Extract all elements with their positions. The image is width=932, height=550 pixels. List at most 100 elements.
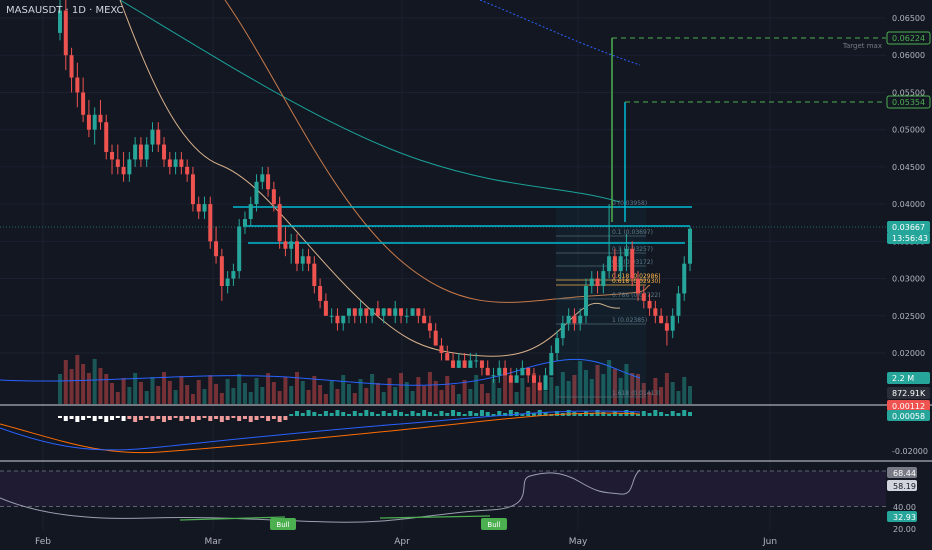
macd-tick-label: -0.02000 (892, 447, 928, 456)
candle-body (179, 159, 184, 167)
fib-level-label: 0.786 (0.02722) (612, 292, 661, 299)
candle-body (682, 263, 687, 294)
rsi-band (0, 471, 886, 507)
candle-body (75, 77, 80, 93)
price-axis[interactable]: 0.06500 0.06000 0.05500 0.05000 0.04500 0.040… (886, 14, 931, 534)
candle-body (208, 204, 213, 242)
volume-bar (531, 373, 536, 404)
candle-body (81, 92, 86, 115)
volume-bar (156, 386, 161, 404)
volume-bar (225, 379, 230, 404)
volume-bar (618, 378, 623, 404)
bull-label-bg (481, 518, 507, 530)
macd-histogram-bar (520, 414, 525, 416)
volume-bar (624, 364, 629, 404)
candle-body (214, 241, 219, 257)
candle-body (647, 300, 652, 309)
macd-pane (0, 404, 932, 462)
bull-label: Bull (487, 521, 500, 529)
price-tick-label: 0.06500 (892, 14, 925, 23)
price-tag: 0.03667 (892, 223, 925, 232)
macd-histogram-bar (254, 416, 259, 420)
macd-histogram-bar (185, 416, 190, 419)
candle-body (127, 159, 132, 175)
rsi-tag-bg (887, 480, 917, 491)
volume-bar (323, 394, 328, 404)
fib-level-label: 0.1 (0.03697) (612, 229, 653, 236)
time-axis[interactable]: Feb Mar Apr May Jun (35, 537, 777, 547)
rsi-tag-bg (887, 467, 917, 478)
price-tag: 872.91K (892, 389, 926, 398)
macd-histogram-bar (196, 416, 201, 420)
volume-bar (196, 380, 201, 404)
price-tick-label: 0.04000 (892, 200, 925, 209)
macd-histogram-bar (294, 411, 299, 416)
macd-histogram-bar (242, 416, 247, 419)
macd-histogram-bar (531, 413, 536, 416)
macd-signal-line (0, 412, 641, 454)
macd-histogram-bar (399, 412, 404, 416)
macd-histogram-bar (659, 412, 664, 416)
rsi-tag-bg (887, 511, 917, 522)
volume-bar (190, 394, 195, 404)
candle-body (196, 204, 201, 212)
volume-bar (92, 359, 97, 404)
volume-bar (127, 387, 132, 404)
candle-body (266, 174, 271, 190)
macd-histogram-bar (92, 416, 97, 421)
volume-bar (636, 374, 640, 404)
candle-body (445, 353, 450, 361)
volume-bar (393, 387, 398, 404)
macd-histogram-bar (566, 410, 571, 416)
fib-retracement[interactable]: 0 (0.03958)0.1 (0.03697)0.3 (0.03257)0.5… (233, 200, 692, 398)
macd-histogram-bar (138, 416, 143, 420)
candle-body (329, 315, 334, 317)
volume-bar (318, 385, 323, 404)
fib-level-label: 1.618 (0.01413) (612, 390, 661, 397)
volume-bar (347, 384, 351, 404)
volume-bar (520, 378, 525, 404)
macd-tag-bg (887, 410, 930, 421)
volume-bar (58, 374, 62, 404)
candle-body (427, 323, 432, 331)
rsi-pane: Bull Bull (0, 469, 886, 530)
macd-histogram-bar (485, 412, 490, 416)
candle-body (375, 308, 380, 316)
candle-body (254, 181, 259, 205)
macd-histogram-bar (653, 410, 658, 416)
macd-histogram-bar (664, 414, 669, 416)
macd-histogram-bar (451, 410, 456, 416)
macd-histogram-bar (300, 413, 305, 416)
volume-bar (526, 387, 531, 404)
volume-bar (248, 392, 253, 404)
candle-body (404, 315, 409, 317)
volume-bar (167, 381, 172, 404)
time-tick-label: Mar (205, 537, 222, 547)
candle-body (150, 129, 155, 145)
macd-histogram-bar (427, 412, 432, 416)
volume-bar (312, 376, 317, 404)
volume-bar (641, 383, 646, 404)
volume-bar (138, 382, 143, 404)
volume-bar (572, 375, 577, 404)
target-lines[interactable]: Target max (0, 37, 886, 228)
volume-bar (688, 386, 693, 404)
macd-histogram-bar (676, 413, 681, 416)
candle-body (393, 308, 398, 316)
macd-histogram-bar (387, 413, 392, 416)
candle-body (664, 323, 669, 331)
volume-bar (508, 383, 513, 404)
macd-histogram-bar (364, 410, 369, 416)
price-tag-bg (887, 232, 930, 244)
candle-body (583, 286, 588, 316)
candlestick-series[interactable] (58, 0, 693, 391)
candle-body (641, 293, 646, 301)
volume-bar (266, 373, 271, 404)
target-max-label: Target max (842, 42, 882, 50)
volume-bar (589, 379, 594, 404)
rsi-tag: 68.44 (893, 469, 916, 478)
volume-bar (364, 388, 369, 404)
candle-body (242, 219, 247, 227)
volume-bars (0, 355, 693, 404)
